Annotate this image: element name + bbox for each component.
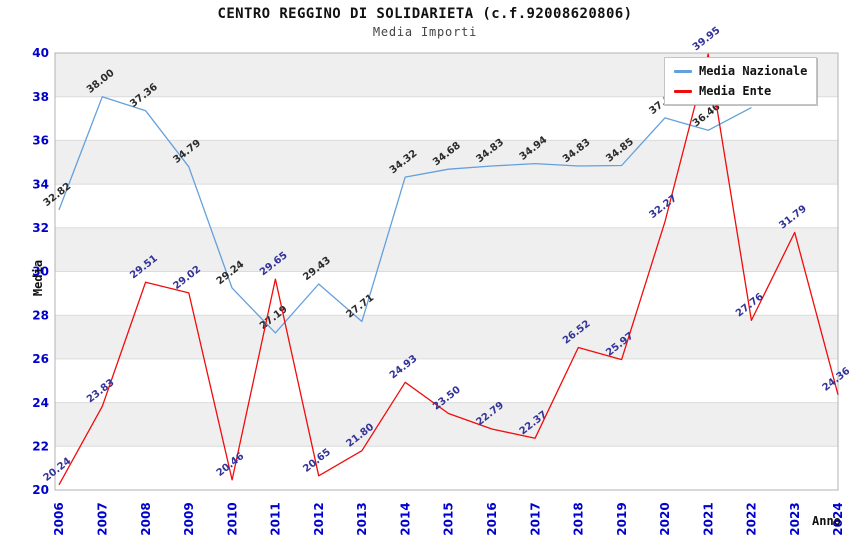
- series-line-media-ente: [58, 53, 839, 486]
- plot-band: [55, 227, 838, 272]
- x-tick-label: 2009: [182, 502, 196, 535]
- x-tick-label: 2019: [615, 502, 629, 535]
- plot-bands: [55, 53, 838, 447]
- x-tick-label: 2011: [269, 502, 283, 535]
- y-tick-label: 40: [32, 46, 49, 60]
- y-tick-label: 26: [32, 352, 49, 366]
- x-tick-label: 2007: [96, 502, 110, 535]
- x-axis-title: Anno: [812, 514, 841, 528]
- legend-line-swatch: [674, 89, 692, 93]
- y-tick-labels: 20 22 24 26 28 30 32 34 36 38 40: [32, 46, 49, 497]
- data-point-label: 39.95: [691, 25, 723, 53]
- data-point-label: 23.83: [85, 377, 117, 405]
- legend-item-media-nazionale: Media Nazionale: [674, 64, 807, 78]
- x-tick-label: 2023: [788, 502, 802, 535]
- y-tick-label: 34: [32, 177, 49, 191]
- x-tick-label: 2017: [528, 502, 542, 535]
- legend-item-media-ente: Media Ente: [674, 84, 807, 98]
- x-tick-label: 2014: [398, 502, 412, 535]
- legend-label: Media Ente: [699, 84, 772, 98]
- legend-line-swatch: [674, 69, 692, 73]
- data-point-label: 24.36: [821, 366, 850, 394]
- legend-label: Media Nazionale: [699, 64, 808, 78]
- chart-title: CENTRO REGGINO DI SOLIDARIETA (c.f.92008…: [217, 6, 633, 22]
- x-tick-label: 2012: [312, 502, 326, 535]
- x-tick-label: 2010: [225, 502, 239, 535]
- x-tick-label: 2013: [355, 502, 369, 535]
- plot-band: [55, 315, 838, 359]
- x-tick-label: 2021: [701, 502, 715, 535]
- x-tick-label: 2022: [745, 502, 759, 535]
- y-axis-title: Media: [31, 259, 45, 297]
- x-tick-label: 2016: [485, 502, 499, 535]
- data-point-label: 32.27: [648, 193, 680, 221]
- y-tick-label: 32: [32, 221, 49, 235]
- y-tick-label: 38: [32, 90, 49, 104]
- y-tick-label: 28: [32, 308, 49, 322]
- x-tick-label: 2018: [572, 502, 586, 535]
- y-tick-label: 24: [32, 396, 49, 410]
- data-point-label: 31.79: [777, 203, 809, 231]
- plot-band: [55, 402, 838, 447]
- x-tick-label: 2015: [442, 502, 456, 535]
- y-tick-label: 36: [32, 134, 49, 148]
- chart-subtitle: Media Importi: [372, 25, 478, 39]
- x-tick-labels: 2006 2007 2008 2009 2010 2011 2012 2013 2014 2015…: [52, 502, 845, 535]
- series-line-media-nazionale: [58, 96, 752, 334]
- plot-border: [54, 52, 839, 491]
- y-tick-label: 20: [32, 483, 49, 497]
- data-point-label: 20.24: [42, 456, 74, 484]
- x-tick-label: 2020: [658, 502, 672, 535]
- x-tick-label: 2008: [139, 502, 153, 535]
- y-tick-label: 22: [32, 440, 49, 454]
- legend: Media Nazionale Media Ente: [664, 57, 818, 105]
- y-tick-label: 30: [32, 265, 49, 279]
- x-tick-label: 2024: [831, 502, 845, 535]
- x-tick-label: 2006: [52, 502, 66, 535]
